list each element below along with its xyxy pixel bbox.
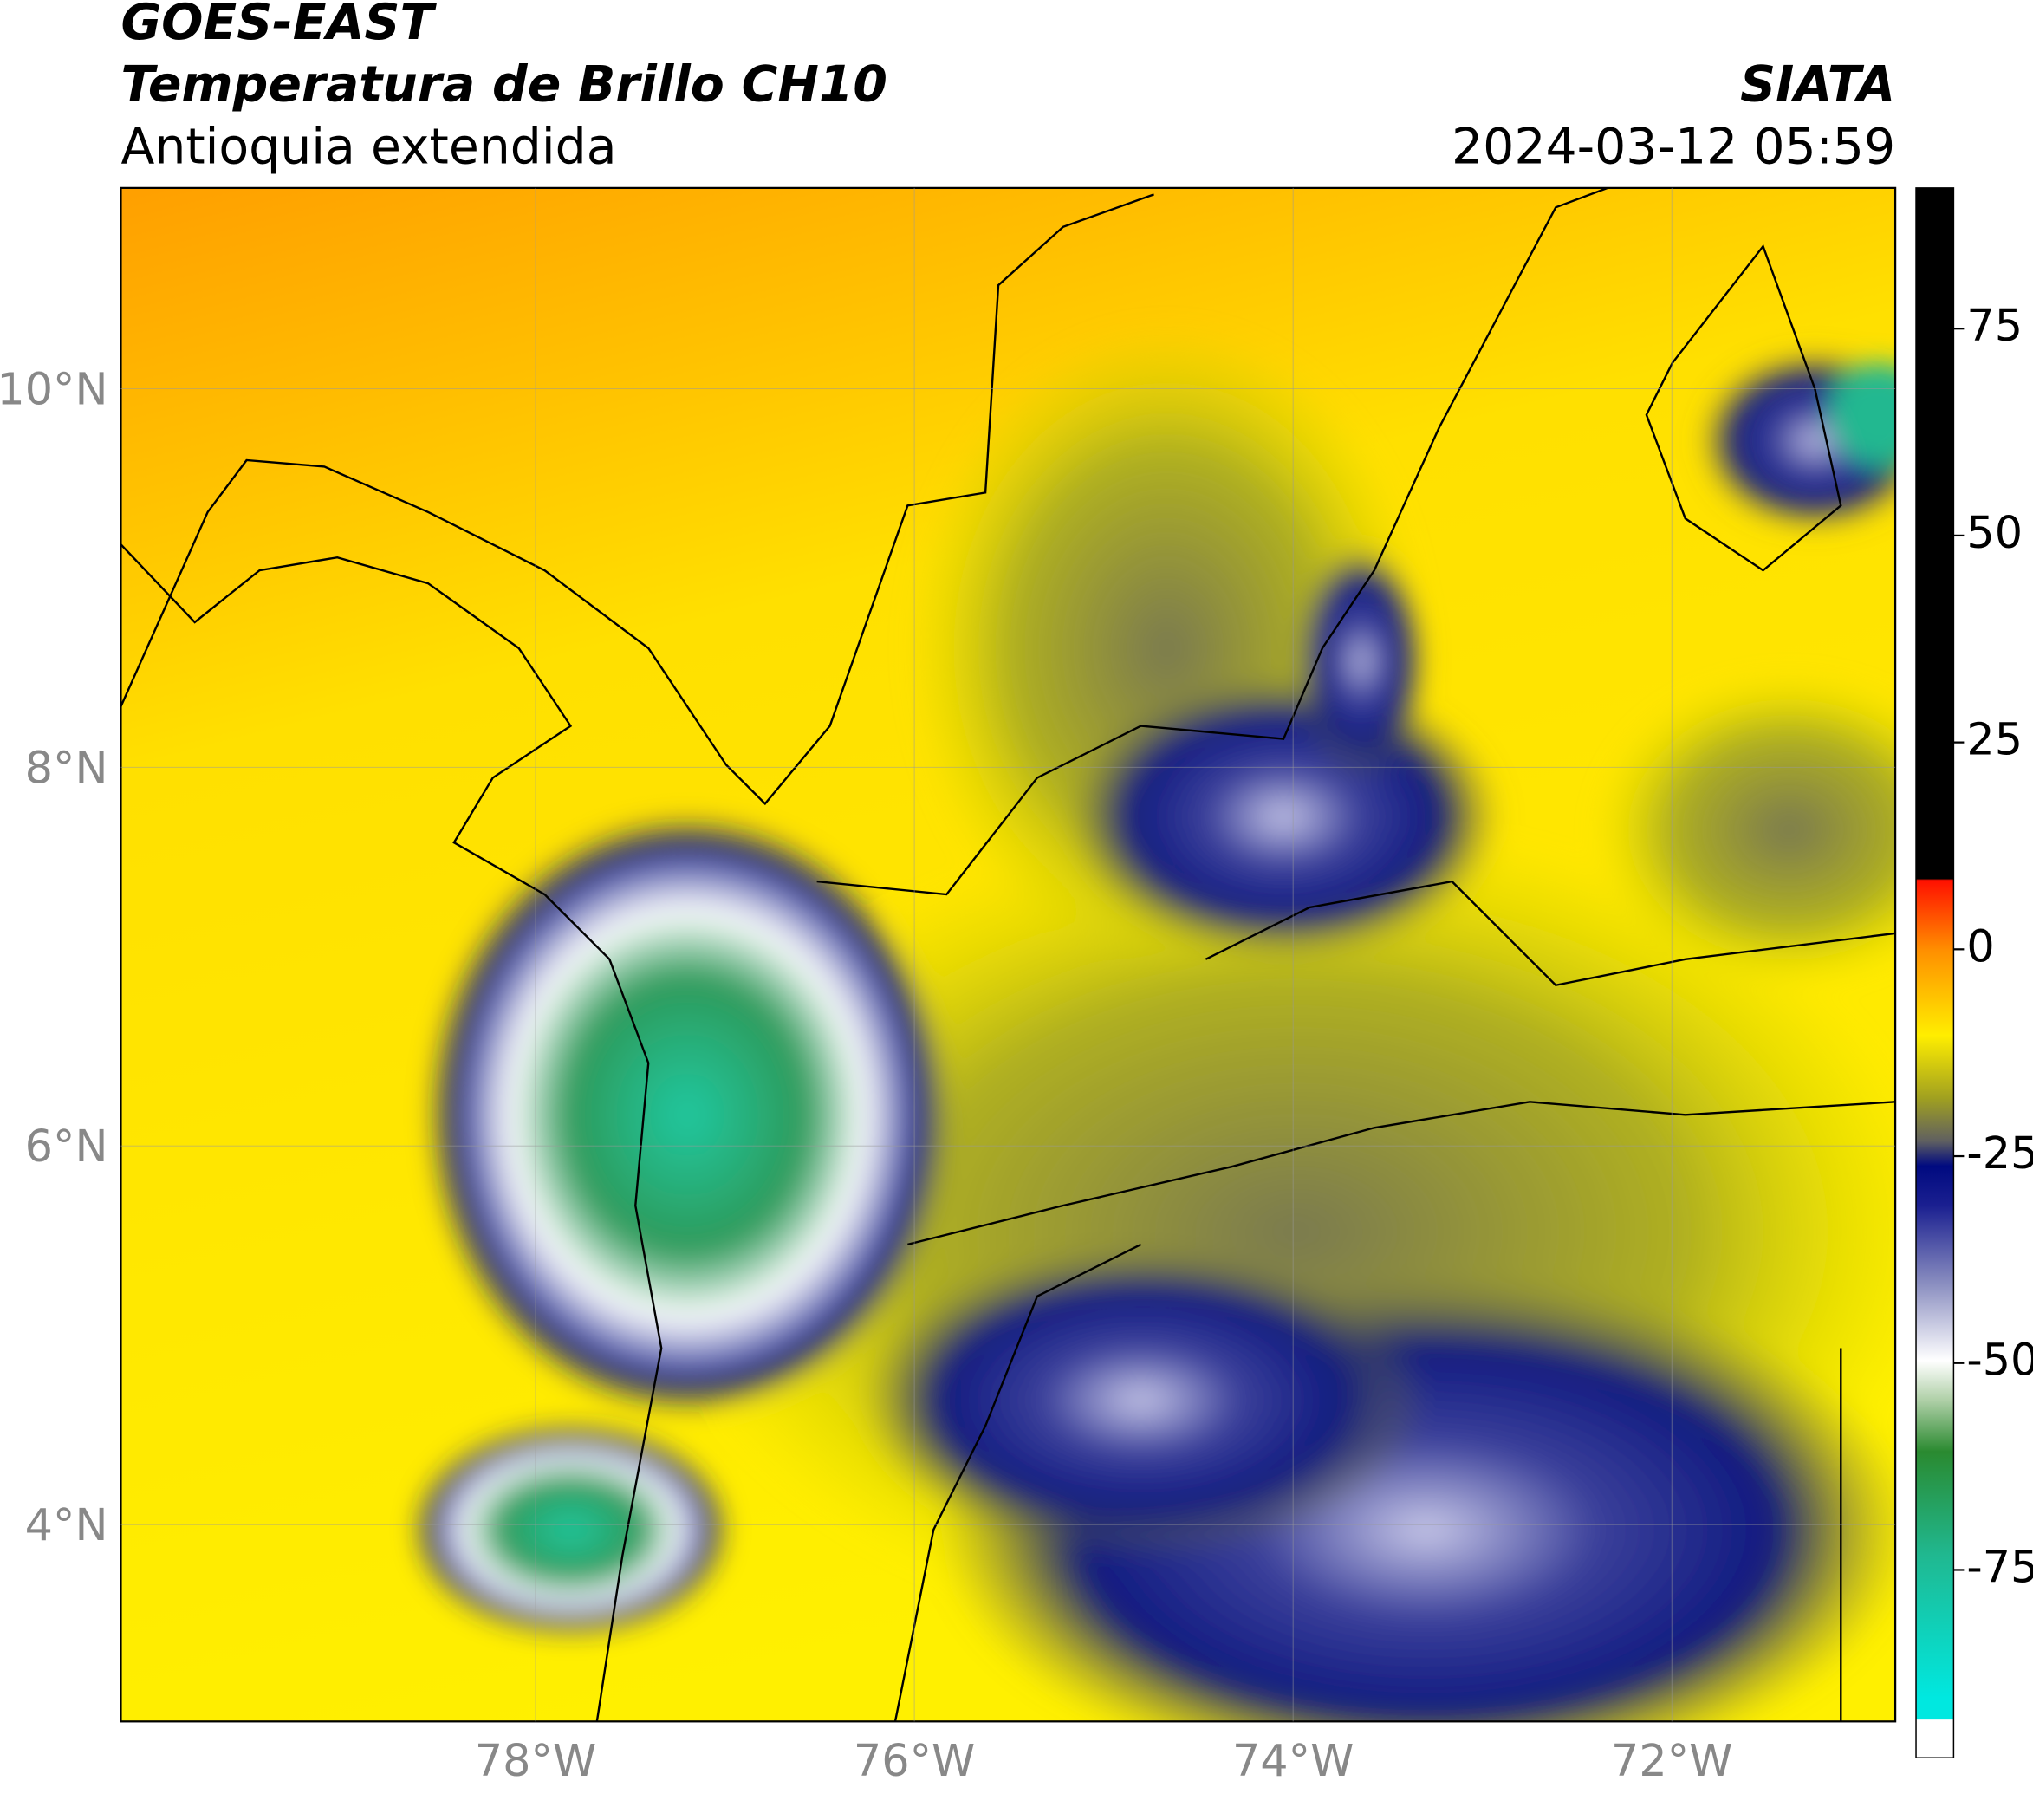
y-tick-label: 4°N (25, 1499, 108, 1550)
timestamp: 2024-03-12 05:59 (1452, 118, 1895, 175)
colorbar-tick-label: 50 (1966, 507, 2023, 558)
x-tick-label: 74°W (1232, 1735, 1354, 1786)
title: GOES-EAST (120, 0, 437, 51)
x-tick-label: 76°W (854, 1735, 975, 1786)
x-tick-label: 78°W (475, 1735, 596, 1786)
colorbar (1915, 187, 1955, 1758)
subtitle: Temperatura de Brillo CH10 (120, 56, 887, 114)
colorbar-tick-label: 75 (1966, 300, 2023, 351)
cloud-field (414, 323, 1896, 1722)
y-tick-label: 10°N (0, 363, 107, 414)
colorbar-tick-label: -25 (1966, 1128, 2033, 1179)
y-tick-label: 8°N (25, 742, 108, 793)
colorbar-tick-label: 0 (1966, 920, 1994, 972)
colorbar-tick-label: -75 (1966, 1541, 2033, 1592)
region: Antioquia extendida (120, 118, 616, 175)
colorbar-tick-label: 25 (1966, 714, 2023, 765)
y-tick-label: 6°N (25, 1121, 108, 1172)
colorbar-tick-label: -50 (1966, 1335, 2033, 1386)
map-frame (120, 186, 1897, 1723)
x-tick-label: 72°W (1611, 1735, 1732, 1786)
axis-ticks: 78°W 76°W 74°W 72°W 10°N 8°N 6°N 4°N (0, 363, 1732, 1786)
map-image (120, 187, 1896, 1722)
source: SIATA (1740, 56, 1895, 114)
borders (120, 187, 1896, 1722)
grid (120, 187, 1896, 1722)
colorbar-ticks: 75 50 25 0 -25 -50 -75 (1953, 300, 2033, 1592)
